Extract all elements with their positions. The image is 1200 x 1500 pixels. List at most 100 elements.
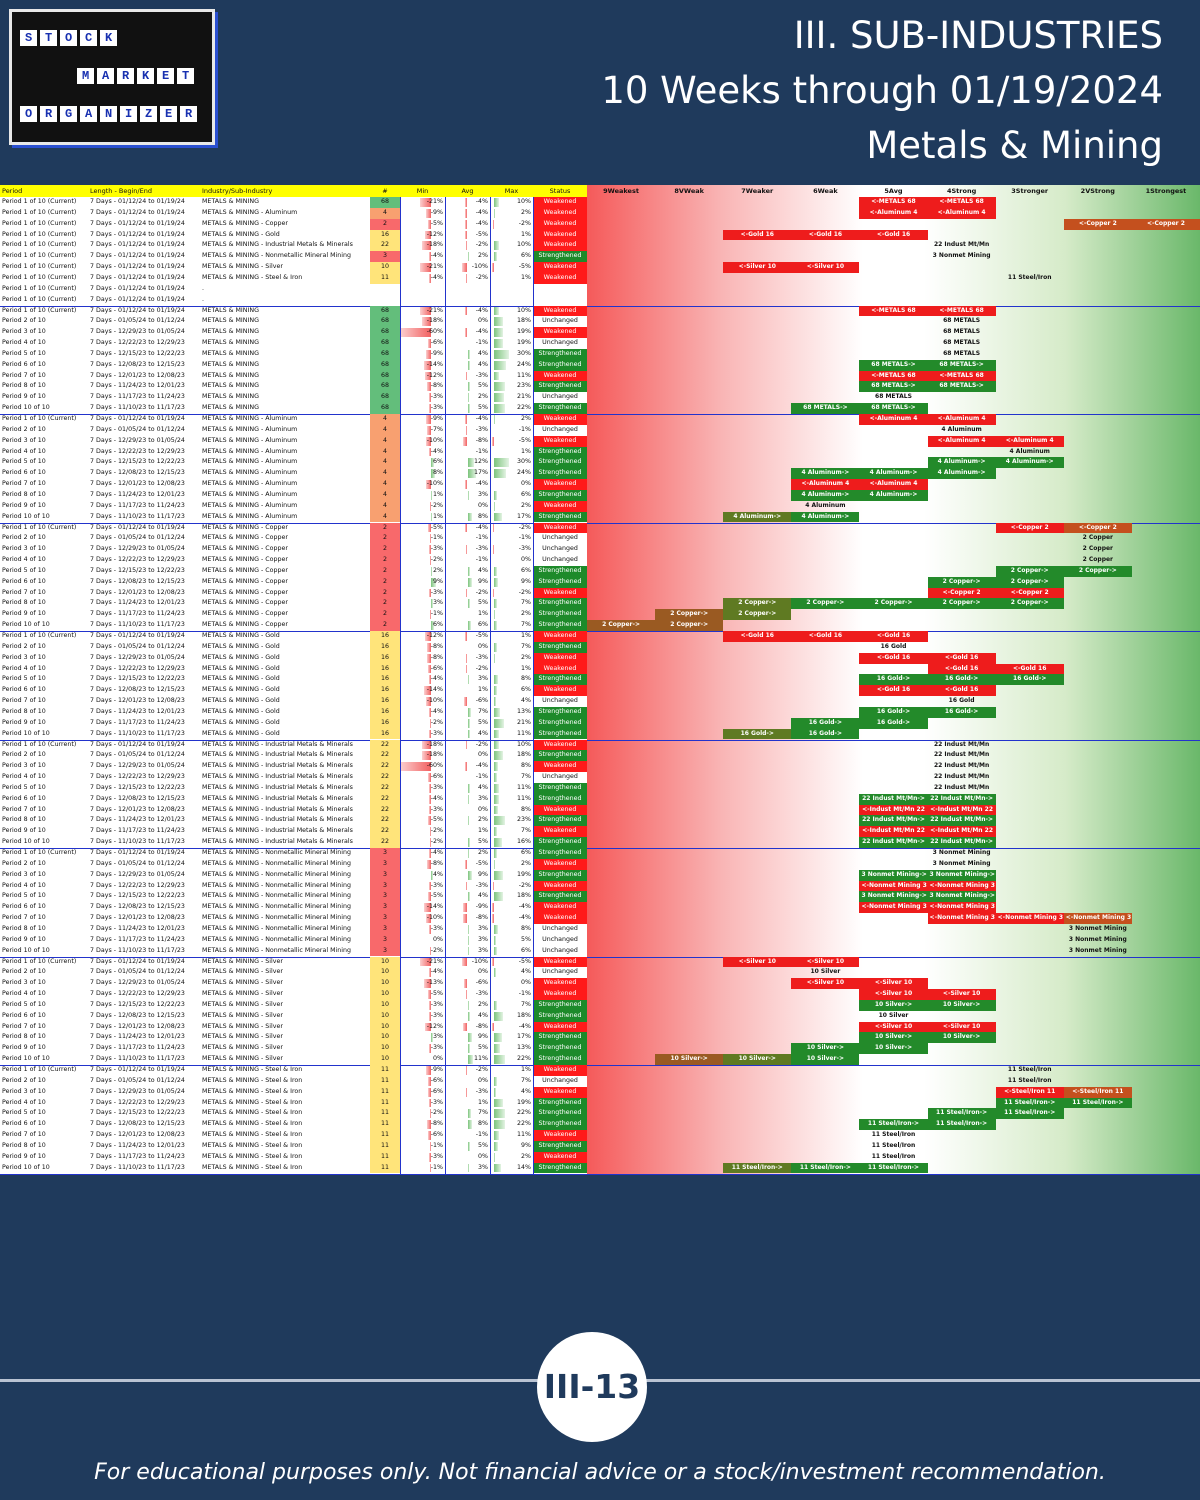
rank-label: 11 Steel/Iron <box>871 1141 916 1149</box>
max-cell: 0% <box>521 556 531 564</box>
data-bar <box>494 469 506 479</box>
industry-cell: METALS & MINING - Nonmetallic Mineral Mi… <box>202 849 351 856</box>
length-cell: 7 Days - 11/10/23 to 11/17/23 <box>90 838 185 846</box>
data-bar <box>494 816 506 826</box>
group-separator <box>0 848 1200 849</box>
length-cell: 7 Days - 11/24/23 to 12/01/23 <box>90 924 185 932</box>
data-bar <box>426 642 431 652</box>
max-cell: 6% <box>521 490 531 498</box>
min-cell: -3% <box>430 404 443 412</box>
max-cell: -3% <box>518 545 531 553</box>
rank-label: 10 Silver <box>878 1011 909 1019</box>
count-cell: 22 <box>370 739 400 751</box>
max-cell: 10% <box>517 198 531 205</box>
data-bar <box>465 653 468 663</box>
industry-cell: METALS & MINING - Gold <box>202 230 280 238</box>
data-bar <box>428 675 431 685</box>
status-cell: Strengthened <box>533 750 587 762</box>
title-block: III. SUB-INDUSTRIES 10 Weeks through 01/… <box>601 8 1163 173</box>
avg-cell: 3% <box>478 924 488 932</box>
data-bar <box>466 339 468 348</box>
status-cell: Strengthened <box>533 620 587 631</box>
data-bar <box>467 838 471 847</box>
count-cell: 3 <box>370 945 400 957</box>
max-cell: 6% <box>521 849 531 856</box>
column-header: Industry/Sub-Industry <box>200 185 370 197</box>
rank-label: <-Silver 10 <box>723 262 792 273</box>
column-header: 8VWeak <box>674 187 704 195</box>
period-cell: Period 9 of 10 <box>2 935 46 943</box>
avg-cell: 1% <box>478 827 488 835</box>
count-cell: 11 <box>370 1162 400 1174</box>
status-cell: Unchanged <box>533 1075 587 1087</box>
status-cell: Unchanged <box>533 934 587 946</box>
title-line: 10 Weeks through 01/19/2024 <box>601 69 1163 112</box>
status-cell: Weakened <box>533 652 587 664</box>
rank-label: <-Copper 2 <box>927 587 996 599</box>
data-bar <box>431 512 432 522</box>
max-cell: 11% <box>517 1131 531 1139</box>
count-cell: 22 <box>370 793 400 805</box>
data-bar <box>494 577 499 587</box>
max-cell: -5% <box>518 957 531 965</box>
data-bar <box>467 794 470 804</box>
length-cell: 7 Days - 01/12/24 to 01/19/24 <box>90 241 185 249</box>
count-cell: 22 <box>370 826 400 838</box>
period-cell: Period 5 of 10 <box>2 1109 46 1117</box>
min-cell: -6% <box>430 1076 443 1084</box>
rank-label: 2 Copper-> <box>723 609 792 621</box>
count-cell: 16 <box>370 652 400 664</box>
length-cell: 7 Days - 11/10/23 to 11/17/23 <box>90 621 185 629</box>
industry-cell: METALS & MINING - Silver <box>202 1055 283 1063</box>
length-cell: 7 Days - 11/24/23 to 12/01/23 <box>90 490 185 498</box>
rank-label: 68 METALS <box>875 393 912 401</box>
column-header: Min <box>400 185 445 197</box>
data-bar <box>400 762 431 772</box>
period-cell: Period 2 of 10 <box>2 425 46 433</box>
group-separator <box>0 739 1200 741</box>
title-line: Metals & Mining <box>866 124 1163 167</box>
count-cell: 10 <box>370 999 400 1011</box>
rank-label: 11 Steel/Iron <box>871 1131 916 1139</box>
length-cell: 7 Days - 01/05/24 to 01/12/24 <box>90 968 185 976</box>
max-cell: 13% <box>517 1044 531 1052</box>
status-cell: Weakened <box>533 826 587 838</box>
rank-label: 22 Indust Mt/Mn <box>933 783 990 791</box>
min-cell: -6% <box>430 339 443 347</box>
avg-cell: 0% <box>478 1076 488 1084</box>
max-cell: 10% <box>517 306 531 314</box>
rank-label: <-Nonmet Mining 3 <box>927 880 996 892</box>
status-cell: Unchanged <box>533 424 587 436</box>
length-cell: 7 Days - 12/01/23 to 12/08/23 <box>90 914 185 922</box>
data-bar <box>467 849 469 858</box>
length-cell: 7 Days - 12/08/23 to 12/15/23 <box>90 686 185 694</box>
rank-label: <-Aluminum 4 <box>927 414 996 425</box>
data-bar <box>467 924 470 934</box>
count-cell: 11 <box>370 1140 400 1152</box>
industry-cell: METALS & MINING - Copper <box>202 545 288 553</box>
status-cell: Weakened <box>533 663 587 675</box>
count-cell: 2 <box>370 609 400 621</box>
data-bar <box>465 328 468 338</box>
min-cell: -18% <box>426 241 443 249</box>
avg-cell: 0% <box>478 642 488 650</box>
rank-label: 16 Gold-> <box>791 728 860 740</box>
status-cell: Strengthened <box>533 1054 587 1065</box>
status-cell: Weakened <box>533 207 587 219</box>
column-header: Max <box>490 185 533 197</box>
max-cell: 19% <box>517 328 531 336</box>
data-bar <box>465 415 468 424</box>
data-bar <box>421 317 431 327</box>
max-cell: -4% <box>518 914 531 922</box>
length-cell: 7 Days - 01/05/24 to 01/12/24 <box>90 1076 185 1084</box>
status-cell: Unchanged <box>533 338 587 349</box>
rank-label: <-Silver 10 <box>791 262 860 273</box>
max-cell: 7% <box>521 1000 531 1008</box>
data-bar <box>464 632 468 641</box>
column-header: Status <box>533 185 587 197</box>
period-cell: Period 7 of 10 <box>2 914 46 922</box>
count-cell: 22 <box>370 782 400 794</box>
industry-cell: METALS & MINING - Nonmetallic Mineral Mi… <box>202 881 351 889</box>
min-cell: -4% <box>430 794 443 802</box>
count-cell: 10 <box>370 1021 400 1033</box>
